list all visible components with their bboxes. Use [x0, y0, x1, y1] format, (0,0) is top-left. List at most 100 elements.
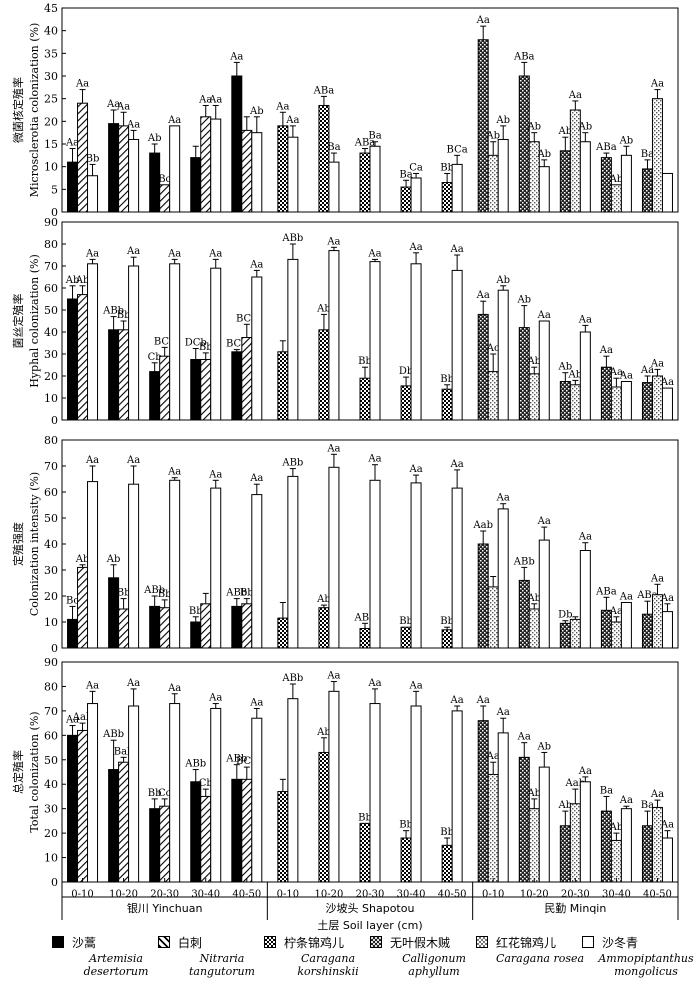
bar [190, 157, 202, 213]
legend-item-calligonum: 无叶假木贼 Calligonum aphyllum [370, 936, 482, 996]
significance-label: Aa [167, 467, 181, 478]
bar [441, 844, 453, 883]
bar [487, 371, 499, 421]
significance-label: Aa [486, 751, 500, 762]
x-tick-label: 10-20 [315, 889, 344, 900]
bar [108, 123, 120, 213]
y-tick-label: 0 [51, 642, 58, 655]
site-label: 沙坡头 Shapotou [326, 902, 415, 915]
y-tick-label: 15 [44, 138, 58, 151]
legend-label-zh: 柠条锦鸡儿 [284, 936, 345, 950]
legend-swatch-checker [264, 936, 276, 948]
legend-label-zh: 沙蒿 [72, 936, 97, 950]
significance-label: Bb [399, 820, 413, 831]
bar [410, 705, 422, 883]
bar [610, 621, 622, 649]
significance-label: Bb [86, 153, 100, 164]
bar [518, 327, 530, 421]
significance-label: Ab [558, 800, 573, 811]
significance-label: Aa [599, 345, 613, 356]
bar [251, 276, 263, 421]
bar [241, 603, 253, 649]
bar [661, 837, 673, 883]
bar [641, 168, 653, 213]
y-tick-label: 10 [44, 392, 58, 405]
y-tick-label: 80 [44, 434, 58, 447]
bar [610, 184, 622, 213]
significance-label: Aa [578, 766, 592, 777]
significance-label: Bab [114, 746, 134, 757]
significance-label: Aa [126, 455, 140, 466]
bar [67, 618, 79, 649]
significance-label: Aa [326, 671, 340, 682]
bar [318, 607, 330, 649]
bar [651, 98, 663, 213]
bar [318, 104, 330, 213]
bar [487, 154, 499, 213]
significance-label: Ba [641, 149, 654, 160]
bar [538, 166, 550, 213]
bar [231, 605, 243, 649]
bar [318, 329, 330, 421]
significance-label: Aab [72, 712, 93, 723]
legend-item-artemisia: 沙蒿 Artemisia desertorum [52, 936, 164, 996]
bar [210, 118, 222, 213]
bar [200, 116, 212, 213]
bar [410, 482, 422, 649]
bar [149, 808, 161, 883]
significance-label: Bb [358, 356, 372, 367]
significance-label: Db [399, 366, 413, 377]
significance-label: Aa [65, 715, 79, 726]
significance-label: Aa [229, 51, 243, 62]
bar [328, 690, 340, 883]
y-tick-label: 20 [44, 370, 58, 383]
significance-label: Aa [198, 94, 212, 105]
significance-label: Bc [66, 595, 79, 606]
significance-label: Aa [450, 695, 464, 706]
bar [369, 145, 381, 213]
bar [200, 795, 212, 883]
bar [287, 136, 299, 213]
significance-label: Aa [367, 454, 381, 465]
bar [610, 386, 622, 421]
y-tick-label: 10 [44, 852, 58, 865]
significance-label: Aa [476, 290, 490, 301]
x-tick-label: 10-20 [520, 889, 549, 900]
bar [369, 703, 381, 883]
significance-label: Bb [117, 588, 131, 599]
y-tick-label: 40 [44, 25, 58, 38]
significance-label: Aa [537, 310, 551, 321]
significance-label: Aa [208, 469, 222, 480]
y-tick-label: 30 [44, 348, 58, 361]
significance-label: Ab [147, 133, 162, 144]
bar [641, 825, 653, 883]
significance-label: Bb [399, 616, 413, 627]
y-tick-label: 30 [44, 70, 58, 83]
y-tick-label: 0 [51, 414, 58, 427]
significance-label: Aa [408, 464, 422, 475]
bar [241, 778, 253, 883]
y-tick-label: 45 [44, 2, 58, 15]
site-label: 银川 Yinchuan [127, 901, 203, 915]
bar [497, 138, 509, 213]
bar [67, 161, 79, 213]
significance-label: Ab [526, 788, 541, 799]
bar [400, 186, 412, 213]
significance-label: Aa [496, 493, 510, 504]
bar [359, 628, 371, 649]
significance-label: Ab [526, 593, 541, 604]
legend-label-latin: Calligonum aphyllum [402, 952, 466, 978]
significance-label: Aa [126, 119, 140, 130]
legend-item-nitraria: 白刺 Nitraria tangutorum [158, 936, 270, 996]
significance-label: Aa [65, 138, 79, 149]
significance-label: Bb [440, 827, 454, 838]
bar [128, 265, 140, 421]
bar [190, 359, 202, 421]
significance-label: Aa [609, 367, 623, 378]
bar [497, 289, 509, 421]
significance-label: BCb [154, 336, 176, 347]
y-tick-label: 20 [44, 590, 58, 603]
y-tick-label: 90 [44, 216, 58, 229]
bar [579, 141, 591, 213]
